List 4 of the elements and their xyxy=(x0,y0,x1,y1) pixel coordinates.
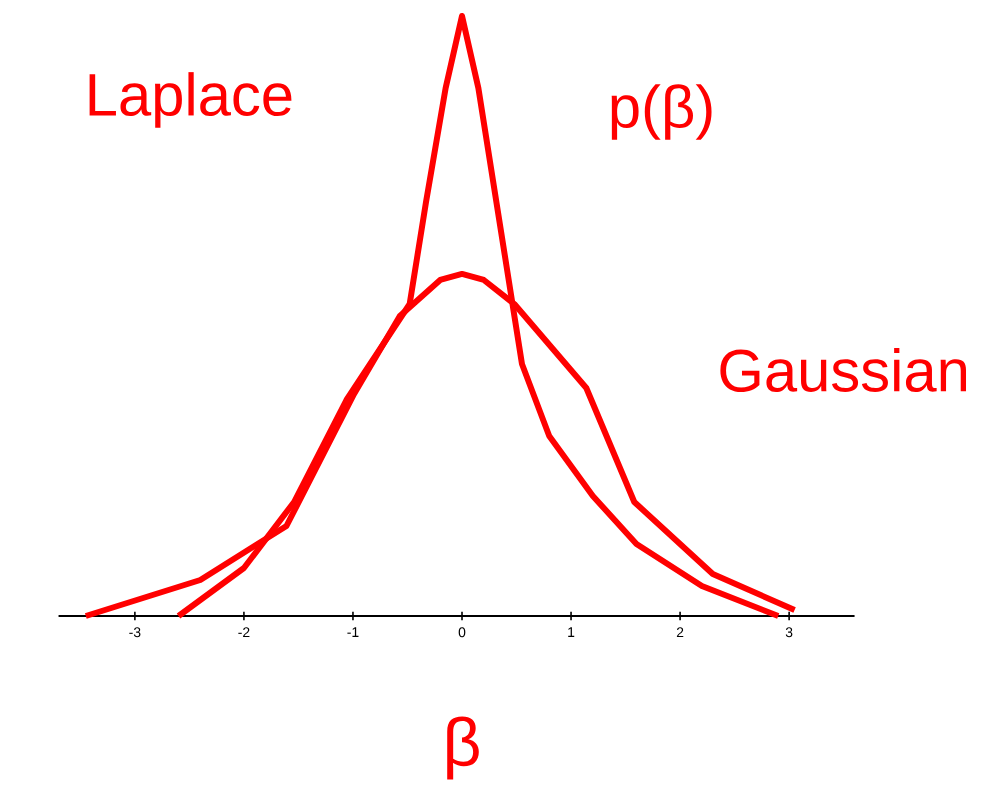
text: Laplace xyxy=(89,72,292,128)
x-axis-title: β xyxy=(447,716,479,780)
y-axis-title: p(β) xyxy=(611,84,712,140)
text: Gaussian xyxy=(720,348,967,392)
